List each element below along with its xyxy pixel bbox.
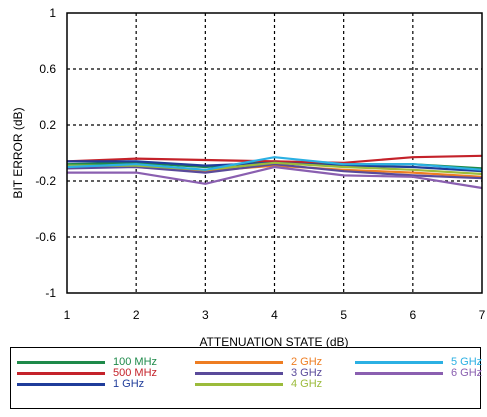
legend-swatch xyxy=(17,383,105,386)
legend-swatch xyxy=(355,372,443,375)
legend-label: 2 GHz xyxy=(291,356,323,368)
legend-label: 100 MHz xyxy=(113,356,158,368)
x-tick-label: 7 xyxy=(479,308,486,322)
legend-swatch xyxy=(195,361,283,364)
grid xyxy=(67,13,482,293)
x-tick-label: 6 xyxy=(409,308,416,322)
legend-label: 6 GHz xyxy=(451,367,483,379)
y-axis-label: BIT ERROR (dB) xyxy=(11,107,25,198)
legend-swatch xyxy=(195,372,283,375)
x-tick-label: 1 xyxy=(64,308,71,322)
y-tick-label: -0.2 xyxy=(35,174,56,188)
legend-swatch xyxy=(195,383,283,386)
series-line xyxy=(67,161,483,176)
legend-label: 500 MHz xyxy=(113,367,158,379)
series-line xyxy=(67,165,483,190)
legend-label: 3 GHz xyxy=(291,367,323,379)
legend: 100 MHz 500 MHz 1 GHz 2 GHz 3 GHz 4 GHz 5 GHz 6… xyxy=(10,347,483,409)
legend-swatch xyxy=(17,372,105,375)
legend-label: 4 GHz xyxy=(291,378,323,390)
x-tick-label: 2 xyxy=(133,308,140,322)
x-tick-label: 5 xyxy=(340,308,347,322)
tick-labels: 1 2 3 4 5 6 7 1 0.6 0.2 -0.2 -0.6 -1 xyxy=(35,6,485,322)
legend-label: 1 GHz xyxy=(113,378,145,390)
legend-swatch xyxy=(355,361,443,364)
series-lines xyxy=(66,154,483,190)
plot-area-frame xyxy=(66,12,483,294)
y-tick-label: 1 xyxy=(49,6,56,20)
series-line xyxy=(66,154,483,164)
y-tick-label: 0.2 xyxy=(39,118,56,132)
legend-swatch xyxy=(17,361,105,364)
y-tick-label: -1 xyxy=(45,286,56,300)
series-line xyxy=(66,156,483,171)
x-tick-label: 3 xyxy=(202,308,209,322)
series-line xyxy=(66,163,483,180)
y-tick-label: 0.6 xyxy=(39,62,56,76)
x-axis-label: ATTENUATION STATE (dB) xyxy=(199,335,348,349)
x-tick-label: 4 xyxy=(271,308,278,322)
legend-label: 5 GHz xyxy=(451,356,483,368)
y-tick-label: -0.6 xyxy=(35,230,56,244)
